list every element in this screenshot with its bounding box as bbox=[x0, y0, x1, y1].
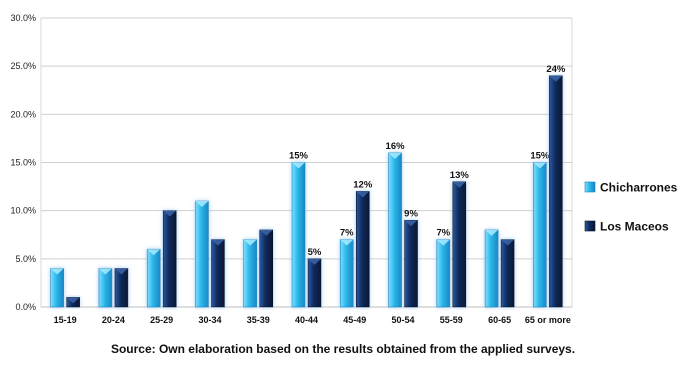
x-tick-label: 15-19 bbox=[54, 315, 77, 325]
data-label: 9% bbox=[404, 208, 418, 219]
legend-item: Chicharrones bbox=[584, 181, 678, 195]
bar-bevel bbox=[163, 210, 177, 217]
bar-body bbox=[307, 258, 322, 308]
bar-los-maceos bbox=[549, 75, 563, 308]
x-tick-label: 55-59 bbox=[440, 315, 463, 325]
bar-chicharrones bbox=[533, 162, 547, 308]
bar-chicharrones bbox=[243, 239, 258, 308]
legend-swatch bbox=[584, 220, 596, 232]
bar-body bbox=[500, 239, 515, 308]
bar-body bbox=[162, 210, 177, 308]
bar-bevel bbox=[195, 201, 209, 208]
y-tick-label: 30.0% bbox=[10, 13, 36, 23]
y-tick-label: 25.0% bbox=[10, 61, 36, 71]
bar-bevel bbox=[292, 162, 305, 169]
bar-bevel bbox=[533, 162, 547, 169]
legend-label: Los Maceos bbox=[600, 220, 669, 234]
data-label: 7% bbox=[340, 228, 354, 239]
data-label: 15% bbox=[530, 151, 550, 162]
bar-body bbox=[436, 239, 451, 308]
bar-body bbox=[146, 248, 161, 308]
legend-item: Los Maceos bbox=[584, 220, 669, 234]
bar-bevel bbox=[243, 239, 257, 246]
y-tick-label: 10.0% bbox=[10, 206, 36, 216]
data-label: 7% bbox=[436, 228, 450, 239]
bar-chicharrones bbox=[339, 239, 354, 308]
bar-chicharrones bbox=[195, 200, 209, 308]
bar-bevel bbox=[340, 239, 354, 246]
y-tick-label: 0.0% bbox=[15, 302, 36, 312]
bar-body bbox=[355, 191, 370, 308]
bar-body bbox=[211, 239, 225, 308]
x-tick-label: 50-54 bbox=[392, 315, 415, 325]
bar-bevel bbox=[147, 249, 161, 256]
bar-los-maceos bbox=[211, 239, 225, 308]
bar-bevel bbox=[404, 220, 418, 227]
bar-body bbox=[339, 239, 354, 308]
bar-bevel bbox=[485, 229, 499, 236]
bar-body bbox=[388, 152, 402, 308]
data-label: 12% bbox=[353, 179, 373, 190]
bar-body bbox=[291, 162, 306, 308]
bar-body bbox=[533, 162, 547, 308]
bar-bevel bbox=[308, 258, 321, 265]
bar-chart: 0.0% 5.0% 10.0% 15.0% 20.0% 25.0% 30.0% 15-19 20… bbox=[10, 13, 678, 325]
bar-bevel bbox=[452, 181, 466, 188]
bar-bevel bbox=[356, 191, 370, 198]
x-tick-label: 30-34 bbox=[198, 315, 221, 325]
x-tick-label: 35-39 bbox=[247, 315, 270, 325]
x-tick-label: 45-49 bbox=[343, 315, 366, 325]
bar-los-maceos bbox=[259, 229, 274, 308]
data-label: 13% bbox=[450, 170, 470, 181]
bar-los-maceos bbox=[500, 239, 515, 308]
data-label: 15% bbox=[289, 151, 309, 162]
bar-chicharrones bbox=[98, 268, 113, 308]
x-tick-label: 25-29 bbox=[150, 315, 173, 325]
bar-chicharrones bbox=[484, 229, 499, 308]
bar-bevel bbox=[501, 239, 515, 246]
bar-chicharrones bbox=[146, 248, 161, 308]
bar-bevel bbox=[388, 152, 402, 159]
bar-chicharrones bbox=[388, 152, 402, 308]
bar-body bbox=[452, 181, 467, 308]
bar-chicharrones bbox=[291, 162, 306, 308]
y-tick-label: 15.0% bbox=[10, 158, 36, 168]
x-tick-label: 20-24 bbox=[102, 315, 125, 325]
x-tick-label: 65 or more bbox=[525, 315, 571, 325]
data-label: 5% bbox=[308, 247, 322, 258]
data-label: 24% bbox=[546, 64, 566, 75]
bar-body bbox=[484, 229, 499, 308]
bar-los-maceos bbox=[307, 258, 322, 308]
bar-bevel bbox=[211, 239, 225, 246]
bar-los-maceos bbox=[114, 268, 129, 308]
legend-label: Chicharrones bbox=[600, 181, 678, 195]
bar-los-maceos bbox=[452, 181, 467, 308]
bar-body bbox=[243, 239, 258, 308]
bar-chicharrones bbox=[436, 239, 451, 308]
bar-bevel bbox=[549, 75, 563, 82]
bar-body bbox=[259, 229, 274, 308]
x-tick-label: 60-65 bbox=[488, 315, 511, 325]
bar-bevel bbox=[50, 268, 64, 275]
bar-bevel bbox=[66, 297, 80, 304]
bar-los-maceos bbox=[404, 220, 418, 308]
x-tick-label: 40-44 bbox=[295, 315, 318, 325]
bar-bevel bbox=[259, 229, 273, 236]
bar-bevel bbox=[98, 268, 112, 275]
bar-body bbox=[195, 200, 209, 308]
bar-los-maceos bbox=[355, 191, 370, 308]
chart-caption: Source: Own elaboration based on the res… bbox=[110, 342, 576, 356]
bar-body bbox=[549, 75, 563, 308]
y-tick-label: 20.0% bbox=[10, 109, 36, 119]
bar-bevel bbox=[114, 268, 128, 275]
bar-chicharrones bbox=[50, 268, 64, 308]
bar-los-maceos bbox=[66, 297, 80, 308]
legend-swatch bbox=[584, 181, 596, 193]
bar-los-maceos bbox=[162, 210, 177, 308]
y-tick-label: 5.0% bbox=[15, 254, 36, 264]
bar-body bbox=[404, 220, 418, 308]
bar-bevel bbox=[436, 239, 450, 246]
data-label: 16% bbox=[386, 141, 406, 152]
